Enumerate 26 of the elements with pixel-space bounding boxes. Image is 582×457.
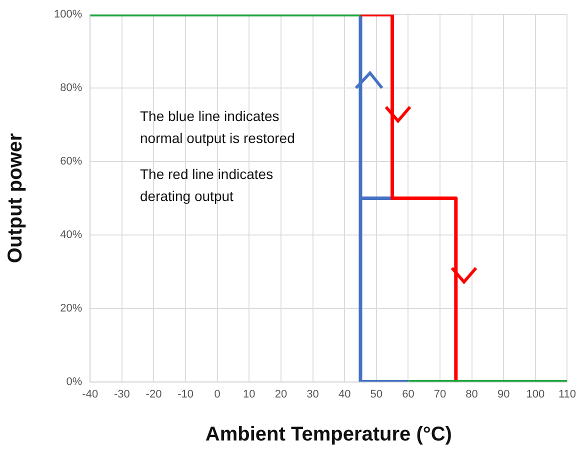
x-tick-label: -20 (146, 388, 162, 400)
y-tick-label: 0% (66, 376, 82, 388)
x-tick-label: -10 (178, 388, 194, 400)
y-axis-title: Output power (4, 132, 27, 264)
x-tick-label: -30 (114, 388, 130, 400)
y-tick-label: 80% (60, 82, 82, 94)
annotation: The blue line indicates normal output is restored (140, 107, 296, 148)
x-tick-label: 30 (306, 388, 319, 400)
x-tick-label: 80 (466, 388, 478, 400)
x-axis-title: Ambient Temperature (°C) (205, 424, 452, 446)
x-tick-label: 10 (243, 388, 256, 400)
y-tick-label: 60% (60, 156, 82, 168)
y-tick-label: 100% (54, 8, 82, 21)
x-tick-label: 40 (338, 388, 351, 400)
x-tick-label: -40 (82, 388, 98, 400)
y-tick-label: 40% (60, 228, 82, 241)
x-tick-label: 20 (274, 388, 288, 400)
x-tick-label: 50 (370, 388, 383, 400)
annotation: The red line indicates derating output (140, 165, 274, 206)
y-tick-label: 20% (60, 302, 82, 314)
x-tick-label: 70 (434, 388, 446, 400)
x-tick-label: 90 (497, 388, 510, 400)
x-tick-label: 110 (558, 388, 576, 400)
x-tick-label: 60 (402, 388, 414, 400)
x-tick-label: 0 (214, 388, 220, 400)
x-tick-label: 100 (526, 388, 545, 400)
